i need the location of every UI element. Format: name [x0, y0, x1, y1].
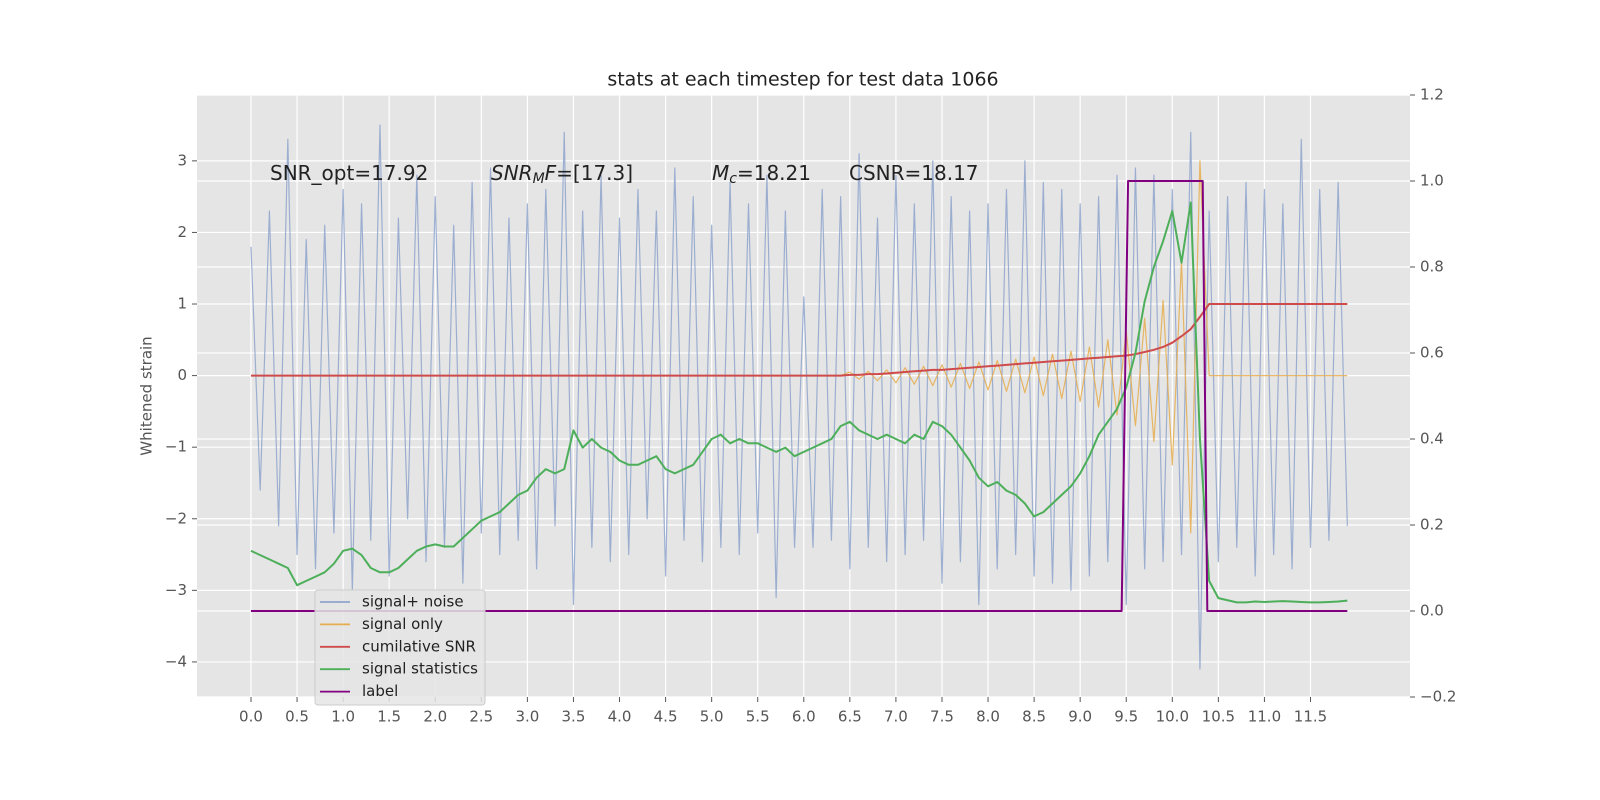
annotation: Mc=18.21	[712, 161, 811, 188]
series-line	[250, 303, 1348, 377]
x-tick-label: 11.5	[1294, 708, 1327, 726]
annotation-part: M	[712, 161, 729, 185]
y2-tick-label: 1.2	[1420, 86, 1444, 104]
x-tick-label: 10.5	[1202, 708, 1235, 726]
annotation-part: =[17.3]	[556, 161, 633, 185]
x-tick-label: 8.0	[976, 708, 1000, 726]
y-tick-label: −2	[165, 509, 187, 527]
y-tick-label: −1	[165, 438, 187, 456]
x-tick-label: 4.5	[654, 708, 678, 726]
x-tick-label: 3.0	[515, 708, 539, 726]
x-tick-label: 2.0	[423, 708, 447, 726]
x-tick-label: 7.5	[930, 708, 954, 726]
chart-title: stats at each timestep for test data 106…	[607, 69, 998, 91]
legend-box	[314, 589, 486, 706]
x-tick-label: 0.0	[239, 708, 263, 726]
y2-tick-label: 0.0	[1420, 602, 1444, 620]
annotation-part: M	[533, 171, 545, 187]
annotation-part: SNR	[491, 161, 533, 185]
annotation-part: =18.21	[737, 161, 811, 185]
y-tick-label: −3	[165, 581, 187, 599]
y-axis-label: Whitened strain	[138, 336, 156, 455]
legend-label: signal statistics	[362, 660, 478, 678]
legend-label: label	[362, 682, 398, 700]
x-tick-label: 5.5	[746, 708, 770, 726]
annotation-part: F	[545, 161, 557, 185]
y2-tick-label: 1.0	[1420, 172, 1444, 190]
x-tick-label: 8.5	[1022, 708, 1046, 726]
y-tick-label: 1	[177, 295, 187, 313]
legend-label: signal only	[362, 615, 443, 633]
legend-label: signal+ noise	[362, 593, 464, 611]
x-tick-label: 3.5	[562, 708, 586, 726]
x-tick-label: 11.0	[1248, 708, 1281, 726]
series-line	[250, 124, 1348, 670]
y-tick-label: 2	[177, 223, 187, 241]
annotation-part: CSNR=18.17	[849, 161, 979, 185]
x-tick-label: 1.5	[377, 708, 401, 726]
x-tick-label: 0.5	[285, 708, 309, 726]
annotation-part: c	[729, 171, 737, 187]
x-tick-label: 2.5	[469, 708, 493, 726]
x-tick-label: 9.5	[1114, 708, 1138, 726]
x-tick-label: 10.0	[1156, 708, 1189, 726]
y2-tick-label: −0.2	[1420, 688, 1456, 706]
annotation: CSNR=18.17	[849, 161, 979, 185]
x-tick-label: 6.0	[792, 708, 816, 726]
x-tick-label: 1.0	[331, 708, 355, 726]
annotation: SNRMF=[17.3]	[491, 161, 633, 188]
labels: 0.0 0.5 1.0 1.5 2.0 2.5 3.0 3.5 4.0 4.5 5.0 5.5 6.0 6…	[165, 86, 1457, 726]
x-tick-label: 6.5	[838, 708, 862, 726]
y2-tick-label: 0.6	[1420, 344, 1444, 362]
annotation-part: SNR_opt=17.92	[270, 161, 428, 185]
x-tick-label: 5.0	[700, 708, 724, 726]
y-tick-label: 0	[177, 366, 187, 384]
y-tick-label: −4	[165, 652, 187, 670]
y2-tick-label: 0.4	[1420, 430, 1444, 448]
annotation: SNR_opt=17.92	[270, 161, 428, 185]
marks	[250, 124, 1348, 670]
legend-label: cumilative SNR	[362, 637, 476, 655]
x-tick-label: 7.0	[884, 708, 908, 726]
series-line	[250, 201, 1348, 604]
y2-tick-label: 0.8	[1420, 258, 1444, 276]
series-line	[250, 180, 1348, 612]
x-tick-label: 4.0	[608, 708, 632, 726]
y2-tick-label: 0.2	[1420, 516, 1444, 534]
y-tick-label: 3	[177, 151, 187, 169]
x-tick-label: 9.0	[1068, 708, 1092, 726]
